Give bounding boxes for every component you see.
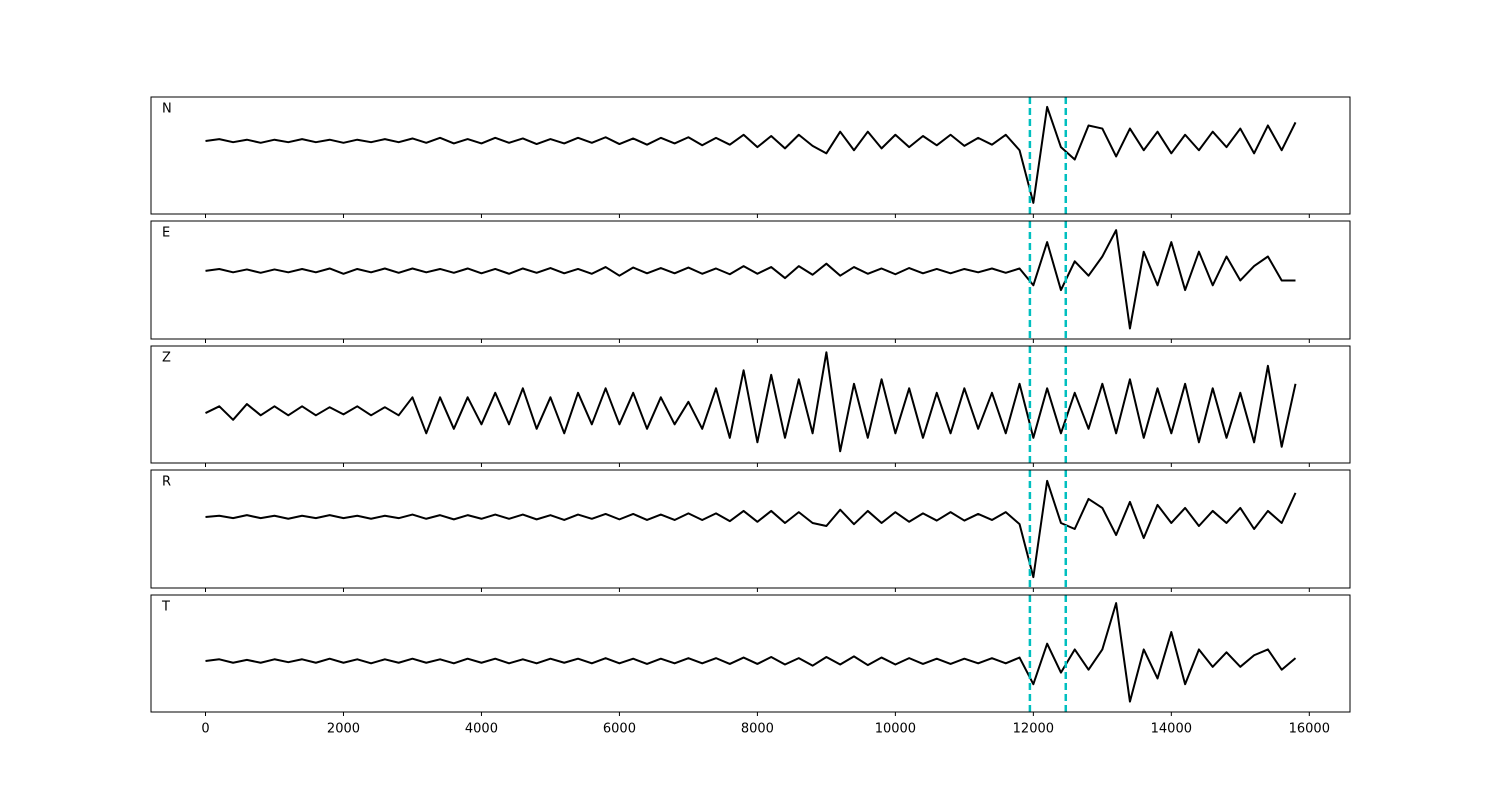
panel-frame <box>151 221 1350 339</box>
panel-border <box>150 220 1351 340</box>
panel-border <box>150 594 1351 713</box>
trace <box>205 105 1297 204</box>
trace <box>205 229 1296 330</box>
x-tick-label: 16000 <box>1289 722 1330 737</box>
x-tick-label: 8000 <box>741 722 774 737</box>
panel-label: R <box>162 475 171 490</box>
panel-label: N <box>162 102 172 117</box>
trace <box>205 602 1297 703</box>
panel-label: T <box>161 600 170 615</box>
trace <box>205 351 1297 453</box>
x-tick-label: 6000 <box>603 722 636 737</box>
panel-frame <box>151 595 1350 712</box>
panel-label: Z <box>162 351 171 366</box>
panel-border <box>150 96 1351 215</box>
x-tick-label: 2000 <box>327 722 360 737</box>
x-tick-label: 14000 <box>1151 722 1192 737</box>
x-tick-label: 4000 <box>465 722 498 737</box>
panel-border <box>150 469 1351 589</box>
panel-label: E <box>162 226 170 241</box>
x-tick-label: 12000 <box>1013 722 1054 737</box>
x-tick-label: 0 <box>201 722 209 737</box>
x-tick-label: 10000 <box>875 722 916 737</box>
panel-frame <box>151 97 1350 214</box>
trace <box>205 479 1297 579</box>
panel-frame <box>151 470 1350 588</box>
panel-border <box>150 345 1351 464</box>
